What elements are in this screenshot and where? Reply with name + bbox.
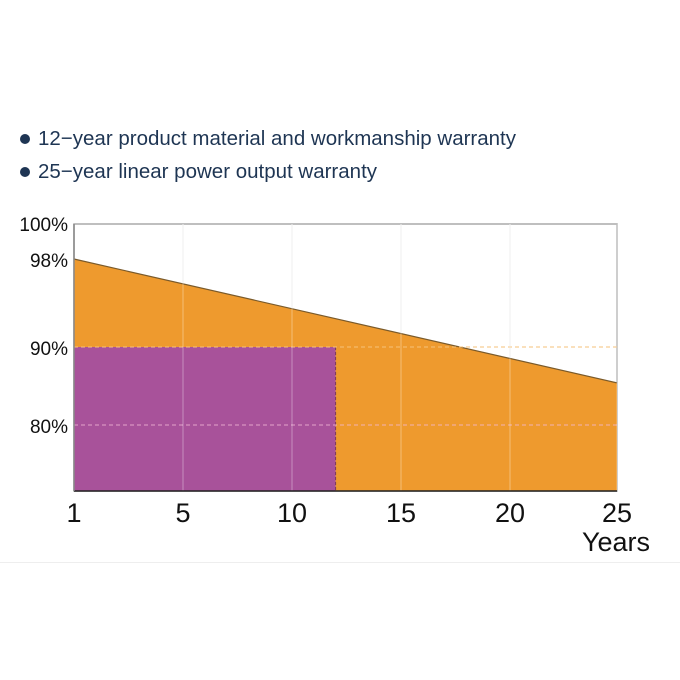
bullet-dot-icon — [20, 133, 30, 144]
y-tick-label: 90% — [30, 339, 68, 360]
y-tick-label: 100% — [19, 215, 68, 236]
bullet-text: 12−year product material and workmanship… — [38, 127, 516, 150]
bullet-text: 25−year linear power output warranty — [38, 160, 378, 183]
x-tick-label: 25 — [602, 498, 632, 528]
x-tick-label: 5 — [175, 498, 190, 528]
y-tick-label: 80% — [30, 417, 68, 438]
product-warranty-rect — [74, 347, 336, 491]
x-tick-label: 20 — [495, 498, 525, 528]
x-tick-label: 10 — [277, 498, 307, 528]
y-tick-label: 98% — [30, 251, 68, 272]
bullet-item: 12−year product material and workmanship… — [20, 122, 516, 155]
bullet-list: 12−year product material and workmanship… — [20, 122, 516, 188]
x-axis-label: Years — [582, 527, 650, 557]
x-tick-label: 15 — [386, 498, 416, 528]
bullet-item: 25−year linear power output warranty — [20, 155, 516, 188]
bullet-dot-icon — [20, 166, 30, 177]
divider — [0, 562, 680, 563]
output-line — [73, 258, 618, 384]
x-tick-label: 1 — [66, 498, 81, 528]
